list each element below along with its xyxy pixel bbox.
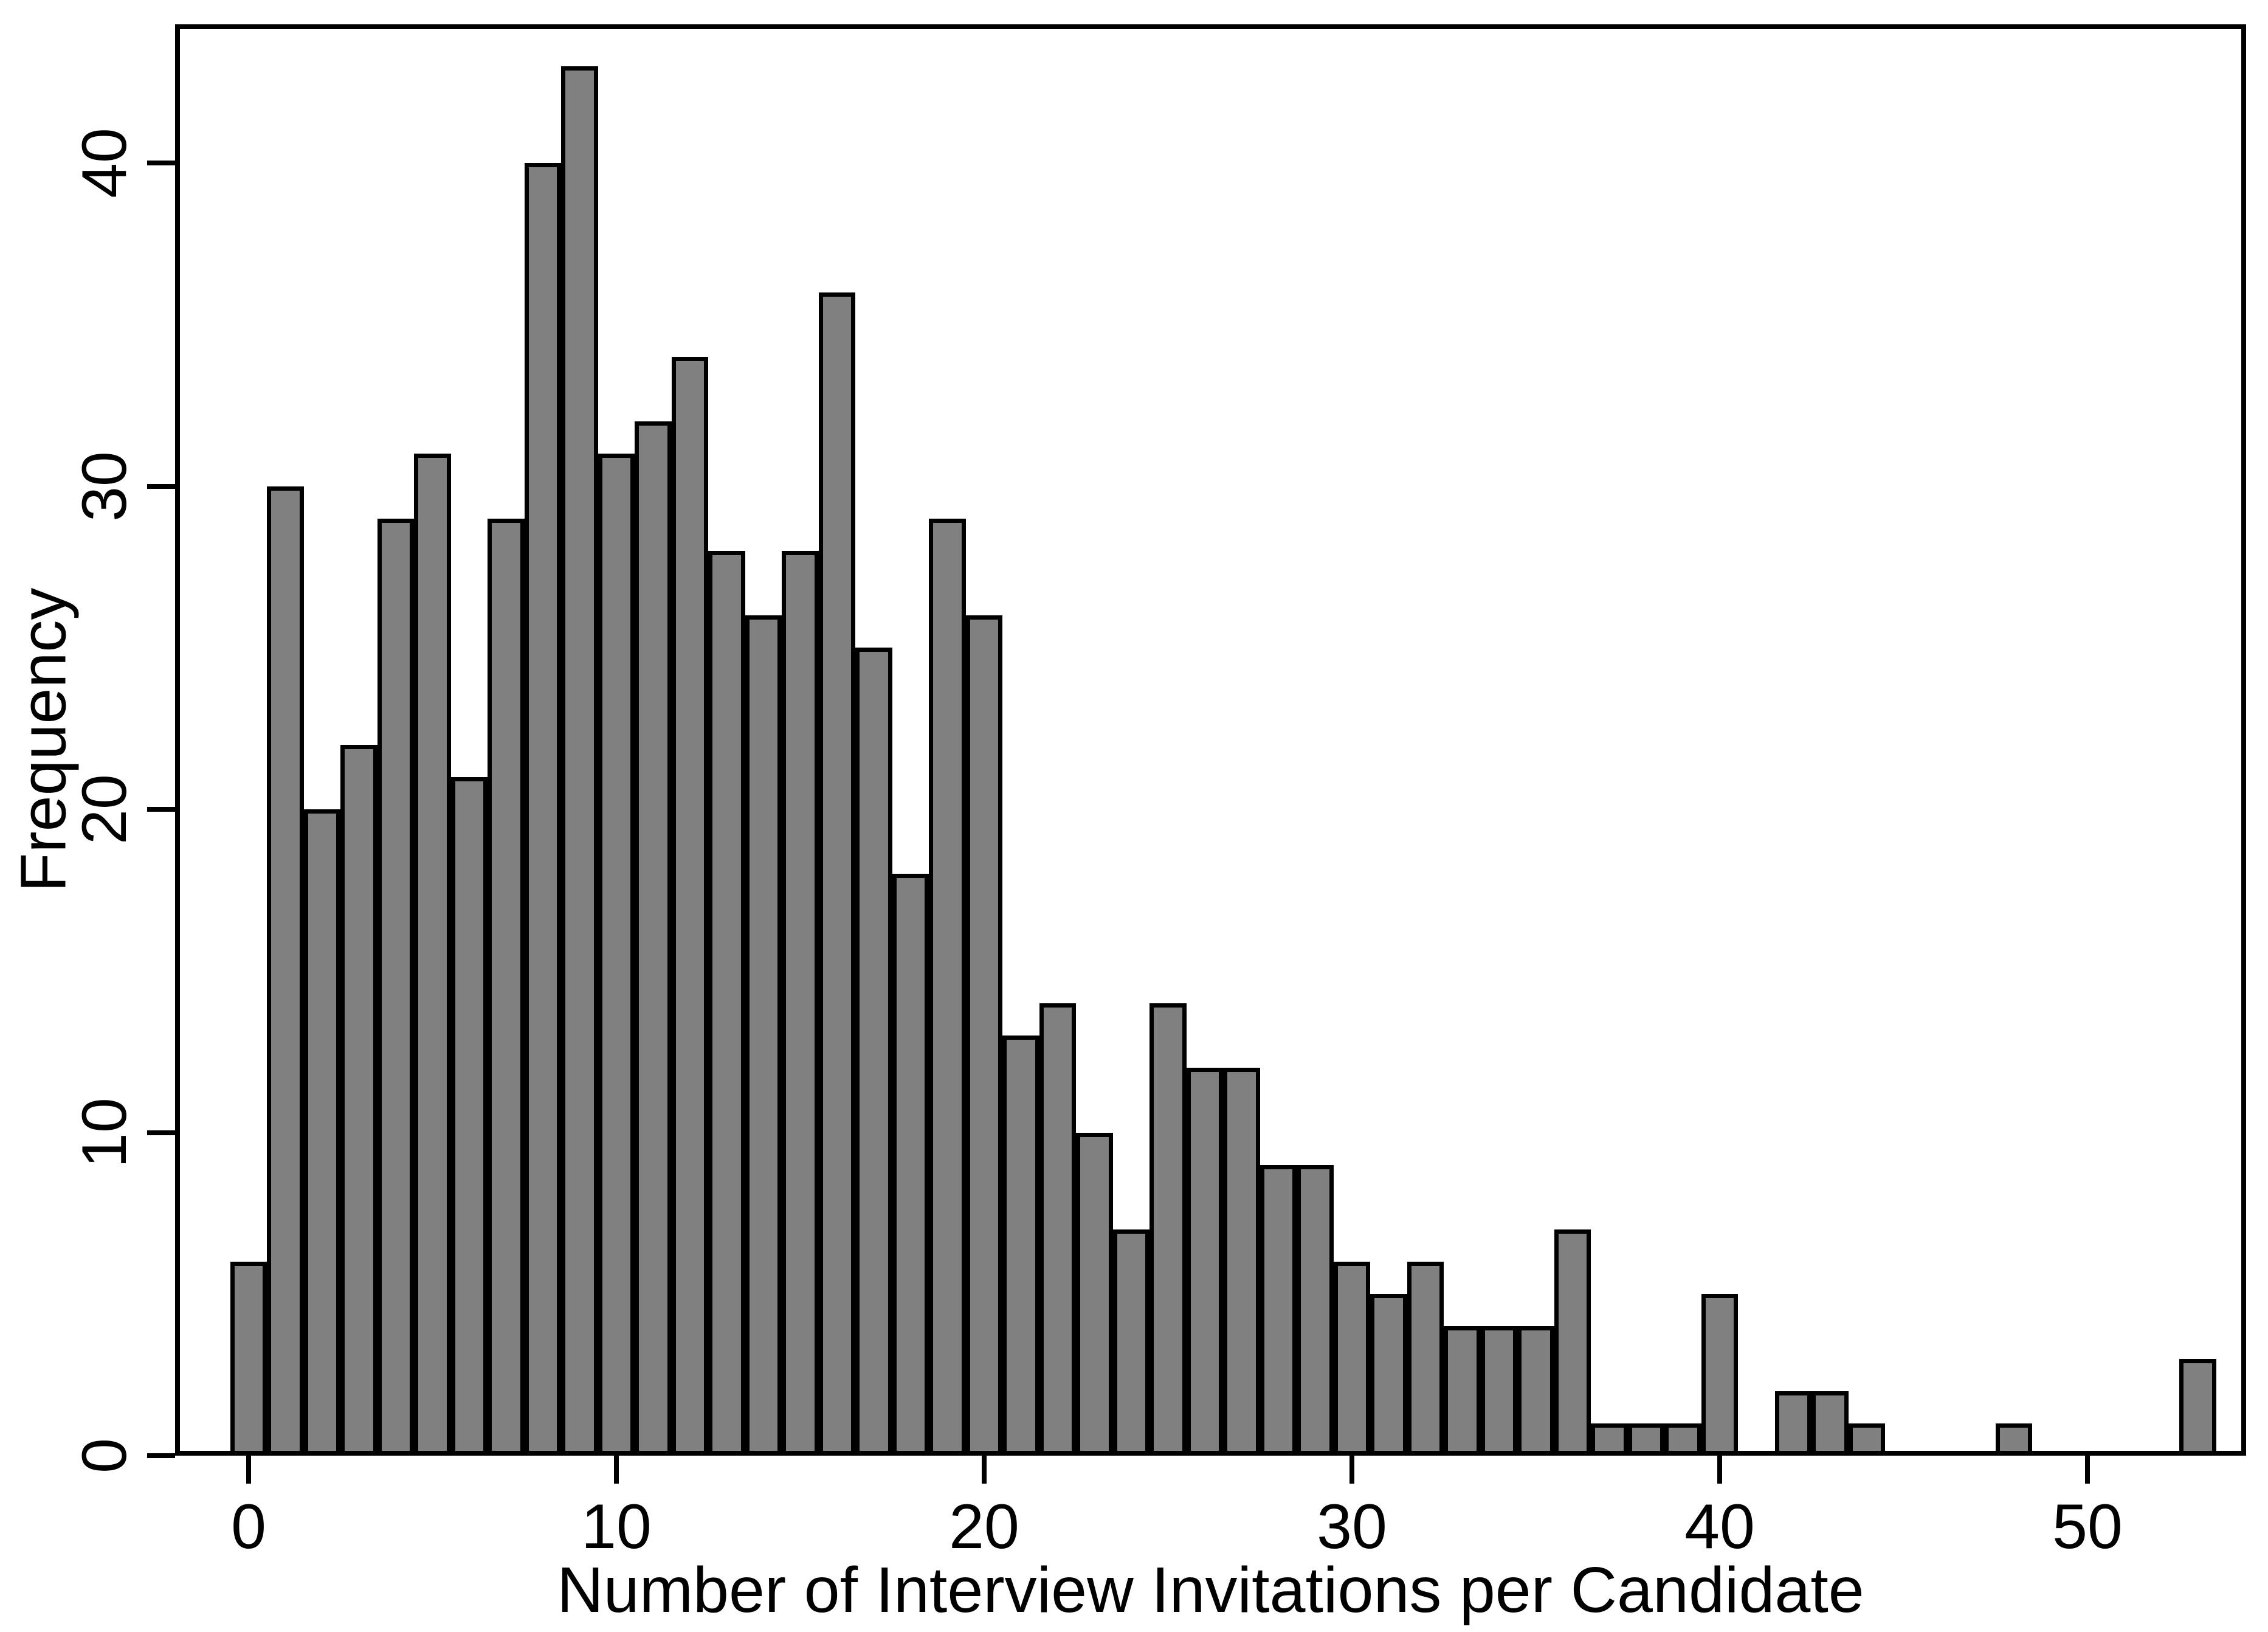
- histogram-bar: [1002, 1036, 1039, 1456]
- histogram-bar: [1811, 1391, 1849, 1456]
- histogram-bar: [1995, 1423, 2033, 1456]
- x-tick-label: 0: [231, 1492, 266, 1562]
- histogram-bar: [598, 454, 635, 1456]
- histogram-bar: [414, 454, 451, 1456]
- histogram-bar: [1112, 1229, 1150, 1456]
- histogram-bar: [1223, 1068, 1260, 1456]
- histogram-bar: [782, 550, 819, 1456]
- histogram-bar: [1260, 1164, 1297, 1456]
- histogram-bar: [1297, 1164, 1334, 1456]
- histogram-bar: [671, 356, 709, 1456]
- histogram-bar: [524, 163, 562, 1456]
- histogram-bar: [1774, 1391, 1812, 1456]
- x-tick-label: 40: [1684, 1492, 1755, 1562]
- histogram-bar: [1701, 1294, 1739, 1456]
- histogram-bar: [818, 292, 856, 1456]
- histogram-bar: [1664, 1423, 1701, 1456]
- x-axis-title: Number of Interview Invitations per Cand…: [557, 1554, 1864, 1626]
- x-tick-label: 30: [1317, 1492, 1387, 1562]
- histogram-bar: [340, 744, 377, 1456]
- histogram-bar: [855, 648, 892, 1456]
- y-tick-label: 40: [69, 128, 140, 198]
- x-tick-label: 20: [949, 1492, 1019, 1562]
- histogram-bar: [2179, 1358, 2216, 1456]
- histogram-bar: [1517, 1326, 1554, 1456]
- y-tick-label: 10: [69, 1097, 140, 1168]
- histogram-bar: [1848, 1423, 1886, 1456]
- histogram-bar: [1554, 1229, 1591, 1456]
- y-tick-mark: [147, 161, 175, 165]
- histogram-bar: [230, 1262, 267, 1456]
- histogram-bar: [965, 615, 1003, 1456]
- y-tick-label: 30: [69, 451, 140, 522]
- x-tick-label: 10: [581, 1492, 652, 1562]
- histogram-bar: [1150, 1003, 1187, 1456]
- x-tick-mark: [2085, 1456, 2090, 1484]
- y-axis-title: Frequency: [7, 587, 80, 893]
- y-tick-mark: [147, 483, 175, 489]
- histogram-bar: [1480, 1326, 1518, 1456]
- histogram-bar: [635, 421, 672, 1456]
- x-tick-mark: [1349, 1456, 1354, 1484]
- histogram-bar: [1370, 1294, 1407, 1456]
- histogram-bar: [450, 776, 488, 1456]
- histogram-bar: [1444, 1326, 1481, 1456]
- histogram-bar: [745, 615, 782, 1456]
- histogram-bar: [303, 809, 341, 1456]
- x-tick-mark: [246, 1456, 251, 1484]
- y-tick-mark: [147, 1453, 175, 1458]
- histogram-bar: [1333, 1262, 1371, 1456]
- histogram-bar: [1627, 1423, 1665, 1456]
- histogram-bar: [892, 874, 929, 1456]
- y-tick-label: 0: [69, 1438, 140, 1473]
- histogram-bar: [1407, 1262, 1444, 1456]
- histogram-bar: [561, 66, 598, 1456]
- histogram-bar: [267, 486, 304, 1456]
- x-tick-mark: [982, 1456, 987, 1484]
- x-tick-mark: [1717, 1456, 1722, 1484]
- histogram-bar: [929, 518, 966, 1456]
- x-tick-label: 50: [2052, 1492, 2123, 1562]
- histogram-bar: [708, 550, 745, 1456]
- histogram-bar: [377, 518, 415, 1456]
- y-tick-mark: [147, 807, 175, 812]
- y-tick-mark: [147, 1130, 175, 1135]
- x-tick-mark: [614, 1456, 619, 1484]
- histogram-bar: [1039, 1003, 1077, 1456]
- histogram-bar: [1186, 1068, 1224, 1456]
- histogram-bar: [1591, 1423, 1628, 1456]
- y-tick-label: 20: [69, 774, 140, 845]
- histogram-bar: [1076, 1132, 1113, 1456]
- histogram-bar: [488, 518, 525, 1456]
